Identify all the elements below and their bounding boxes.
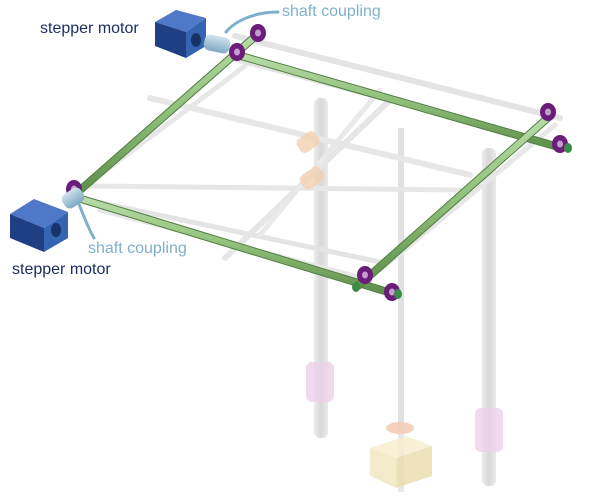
bearing <box>255 29 261 37</box>
label-shaft-coupling-bottom: shaft coupling <box>88 240 187 257</box>
ghost-rail <box>87 183 463 193</box>
z-nut <box>386 422 414 434</box>
post-sleeve <box>475 408 503 452</box>
lead-screw <box>398 128 404 438</box>
rod <box>355 113 553 289</box>
shaft-coupling-top <box>203 34 231 54</box>
bearing <box>362 271 368 279</box>
stepper-motor-bottom <box>10 199 68 252</box>
bearing <box>234 48 240 56</box>
green-rods <box>74 30 566 296</box>
ghost-nut <box>296 131 320 153</box>
rod <box>75 195 391 295</box>
post-right <box>482 148 496 486</box>
ghost-rail <box>232 33 563 121</box>
label-stepper-motor-top: stepper motor <box>40 20 139 37</box>
z-motor-block <box>370 436 432 488</box>
bearing <box>557 140 563 148</box>
label-shaft-coupling-top: shaft coupling <box>282 3 381 20</box>
ghost-crossbar <box>257 87 383 238</box>
bearing <box>394 289 402 299</box>
leader-coupling-top <box>224 10 280 34</box>
leader-coupling-bottom <box>76 200 96 240</box>
ghost-frame <box>77 33 563 492</box>
post-sleeve <box>306 362 334 402</box>
rod <box>75 31 261 195</box>
rod <box>231 51 565 151</box>
stepper-motor-top <box>155 10 206 58</box>
bearing <box>389 288 395 296</box>
bearing <box>352 282 360 292</box>
ghost-nut <box>299 166 325 190</box>
label-stepper-motor-bottom: stepper motor <box>12 261 111 278</box>
bearing <box>545 108 551 116</box>
ghost-rail <box>85 197 383 265</box>
bearing <box>564 143 572 153</box>
